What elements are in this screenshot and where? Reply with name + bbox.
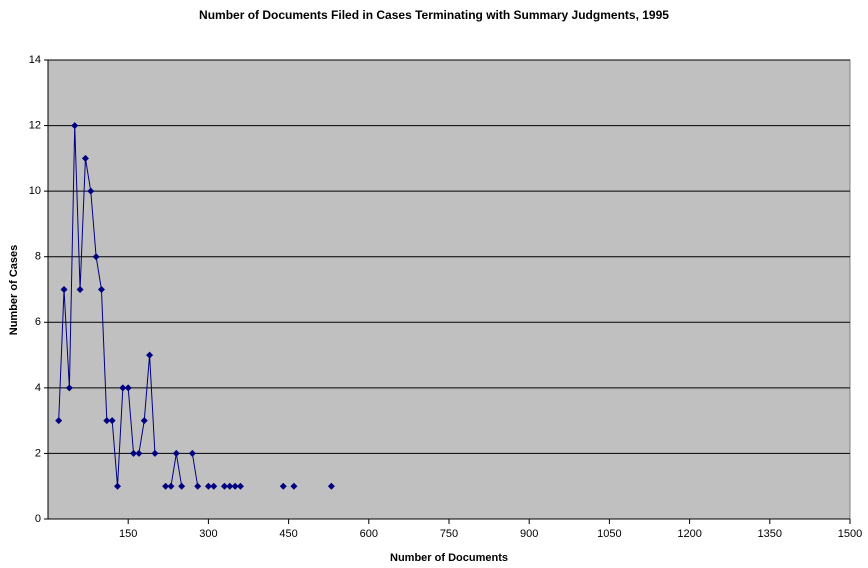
y-tick-label: 12 [29,119,41,131]
data-point [76,286,84,293]
data-point [210,482,218,490]
x-axis-label: Number of Documents [390,552,508,564]
x-tick-label: 1350 [758,528,782,540]
data-point [178,482,186,490]
x-tick-label: 1200 [677,528,701,540]
data-point [140,417,148,425]
x-tick-label: 750 [440,528,458,540]
x-tick-label: 1500 [838,528,862,540]
y-tick-label: 10 [29,185,41,197]
data-point [97,286,105,293]
data-point [55,417,63,425]
data-point [279,482,287,490]
data-point [124,384,132,392]
data-point [236,482,244,490]
x-tick-label: 900 [520,528,538,540]
data-point [65,384,73,392]
y-tick-label: 6 [35,316,41,328]
x-tick-label: 450 [279,528,297,540]
data-point [204,482,212,490]
data-point [71,122,79,130]
x-tick-label: 150 [119,528,137,540]
data-point [114,482,122,490]
data-point [60,286,68,293]
plot-area [47,59,851,520]
data-point [220,482,228,490]
chart-title: Number of Documents Filed in Cases Termi… [199,8,669,22]
data-point [103,417,111,425]
data-point [135,449,143,457]
data-point [130,449,138,457]
data-point [167,482,175,490]
x-tick-label: 1050 [597,528,621,540]
data-point [162,482,170,490]
y-tick-label: 14 [29,54,41,66]
data-point [119,384,127,392]
data-point [231,482,239,490]
y-axis-label: Number of Cases [8,245,20,335]
data-point [327,482,335,490]
y-tick-label: 2 [35,447,41,459]
data-point [87,187,95,195]
data-point [226,482,234,490]
data-point [172,449,180,457]
data-point [146,351,154,359]
x-tick-label: 600 [360,528,378,540]
data-point [81,154,89,162]
data-point [188,449,196,457]
y-tick-label: 4 [35,382,41,394]
data-point [92,253,100,261]
data-point [108,417,116,425]
y-tick-label: 0 [35,513,41,525]
y-tick-label: 8 [35,251,41,263]
x-tick-label: 300 [199,528,217,540]
data-point [194,482,202,490]
data-point [290,482,298,490]
data-point [151,449,159,457]
